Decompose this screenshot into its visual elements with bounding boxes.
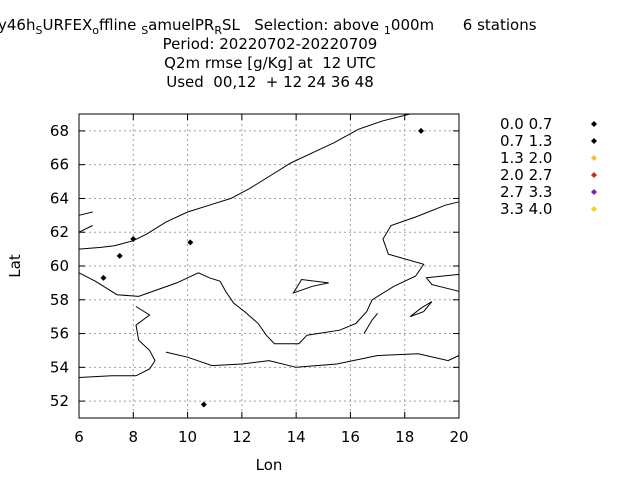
station-point <box>200 401 207 408</box>
legend-marker <box>591 172 597 178</box>
coastline <box>78 306 156 378</box>
x-tick-label: 12 <box>232 428 251 446</box>
y-tick-label: 58 <box>50 291 69 309</box>
station-point <box>100 274 107 281</box>
title-segment: R <box>214 24 223 37</box>
coastline <box>78 113 432 250</box>
grid-lines <box>79 114 459 418</box>
legend-marker <box>591 138 597 144</box>
title-segment: ffline <box>99 16 142 34</box>
y-tick-label: 62 <box>50 223 69 241</box>
title-line-3: Q2m rmse [g/Kg] at 12 UTC <box>164 54 376 72</box>
y-tick-label: 64 <box>50 189 69 207</box>
station-point <box>116 252 123 259</box>
title-segment: amuelPR <box>148 16 215 34</box>
y-tick-label: 56 <box>50 325 69 343</box>
title-segment: 000m 6 stations <box>390 16 537 34</box>
x-tick-label: 18 <box>395 428 414 446</box>
legend-label: 1.3 2.0 <box>500 149 552 167</box>
title-segment: y46h <box>0 16 36 34</box>
x-axis-label: Lon <box>256 456 283 474</box>
y-axis-label: Lat <box>6 254 24 278</box>
title-segment: SL Selection: above <box>222 16 384 34</box>
title-line-4: Used 00,12 + 12 24 36 48 <box>166 73 374 91</box>
y-tick-label: 66 <box>50 156 69 174</box>
legend-label: 0.0 0.7 <box>500 115 552 133</box>
title-line-2: Period: 20220702-20220709 <box>162 35 378 53</box>
coastline <box>78 225 93 233</box>
title-line-1: y46hSURFEXoffline SamuelPRRSL Selection:… <box>0 16 638 40</box>
x-tick-label: 20 <box>449 428 468 446</box>
legend-marker <box>591 206 597 212</box>
title-segment: 1 <box>383 24 391 37</box>
coastline <box>409 301 433 318</box>
legend-label: 3.3 4.0 <box>500 200 552 218</box>
coastlines <box>78 113 460 378</box>
legend-label: 0.7 1.3 <box>500 132 552 150</box>
station-point <box>187 239 194 246</box>
legend-marker <box>591 189 597 195</box>
station-point <box>418 127 424 134</box>
x-tick-label: 8 <box>129 428 139 446</box>
coastline <box>292 278 329 294</box>
x-tick-label: 16 <box>341 428 360 446</box>
x-tick-label: 6 <box>74 428 84 446</box>
coastline <box>425 273 460 292</box>
legend: 0.0 0.70.7 1.31.3 2.02.0 2.72.7 3.33.3 4… <box>500 115 597 218</box>
title-segment: S <box>35 24 43 37</box>
coastline <box>363 312 378 334</box>
title-segment: URFEX <box>42 16 93 34</box>
coastline <box>78 272 221 297</box>
title-segment: o <box>92 24 99 37</box>
y-tick-label: 68 <box>50 122 69 140</box>
legend-label: 2.7 3.3 <box>500 183 552 201</box>
legend-marker <box>591 121 597 127</box>
x-tick-label: 10 <box>178 428 197 446</box>
title-segment: S <box>141 24 149 37</box>
x-tick-label: 14 <box>287 428 306 446</box>
coastline <box>165 351 460 368</box>
y-tick-label: 54 <box>50 358 69 376</box>
legend-marker <box>591 155 597 161</box>
y-tick-label: 60 <box>50 257 69 275</box>
legend-label: 2.0 2.7 <box>500 166 552 184</box>
coastline <box>78 211 93 216</box>
coastline <box>219 201 460 345</box>
station-point <box>130 235 137 242</box>
y-tick-label: 52 <box>50 392 69 410</box>
data-points <box>100 127 424 408</box>
